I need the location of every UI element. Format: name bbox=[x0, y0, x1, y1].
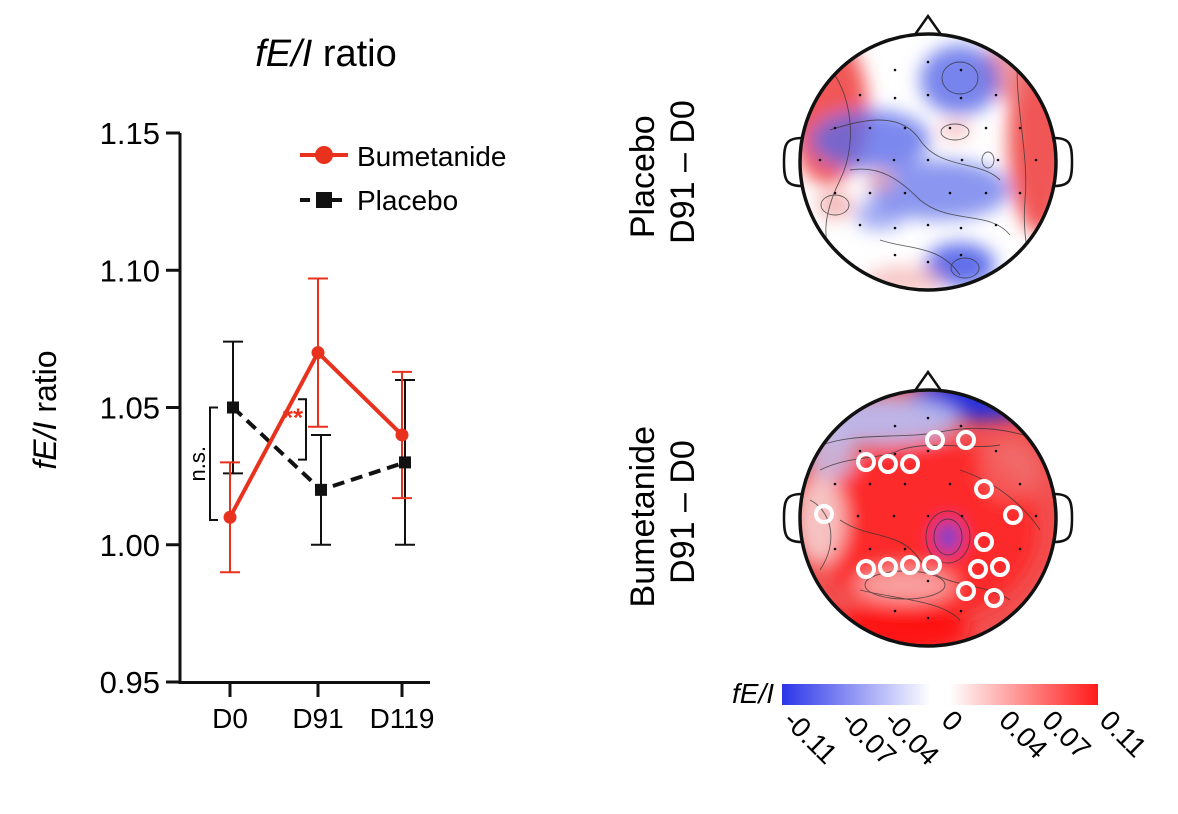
significant-electrode-marker bbox=[900, 555, 920, 575]
legend-label-bumetanide: Bumetanide bbox=[357, 141, 506, 172]
y-ticks: 0.95 1.00 1.05 1.10 1.15 bbox=[100, 116, 180, 700]
series-markers bbox=[223, 346, 411, 524]
topography-bumetanide-right-ear bbox=[1053, 492, 1074, 544]
significant-electrode-marker bbox=[1003, 505, 1023, 525]
chart-title-rest: ratio bbox=[312, 33, 396, 75]
colorbar-tick-label: 0.07 bbox=[1036, 704, 1096, 764]
chart-title: fE/I ratio bbox=[255, 33, 397, 75]
colorbar: fE/I -0.11-0.07-0.040 0.040.070.11 bbox=[732, 678, 1153, 771]
significant-electrode-marker bbox=[990, 557, 1010, 577]
topography-placebo-label-line2: D91 – D0 bbox=[664, 100, 702, 244]
chart-title-italic: fE/I bbox=[255, 33, 312, 75]
topography-placebo-label-line1: Placebo bbox=[624, 115, 662, 238]
sig-bracket bbox=[298, 398, 307, 461]
sig-label: ** bbox=[283, 403, 304, 433]
topography-placebo-right-ear bbox=[1053, 136, 1074, 188]
data-point-bumetanide bbox=[395, 428, 409, 442]
topography-placebo-left-ear bbox=[782, 136, 803, 188]
significant-electrode-marker bbox=[956, 581, 976, 601]
colorbar-tick-label: 0.11 bbox=[1094, 704, 1153, 763]
significant-electrode-marker bbox=[974, 479, 994, 499]
significant-electrode-marker bbox=[900, 454, 920, 474]
colorbar-gradient bbox=[782, 684, 1098, 705]
y-tick-label: 0.95 bbox=[100, 665, 160, 700]
ns-label: n.s. bbox=[185, 446, 210, 481]
significant-electrode-marker bbox=[856, 559, 876, 579]
annotations: n.s. ** bbox=[185, 398, 307, 522]
topography-maps: Placebo D91 – D0 bbox=[624, 13, 1153, 771]
legend: Bumetanide Placebo bbox=[300, 141, 506, 216]
data-point-placebo bbox=[399, 456, 411, 469]
topography-bumetanide: Bumetanide D91 – D0 bbox=[624, 369, 1074, 648]
legend-label-placebo: Placebo bbox=[357, 185, 458, 216]
y-tick-label: 1.05 bbox=[100, 391, 160, 426]
y-tick-label: 1.15 bbox=[100, 116, 160, 151]
significant-electrode-marker bbox=[878, 557, 898, 577]
data-point-bumetanide bbox=[311, 346, 325, 360]
colorbar-tick-label: 0 bbox=[936, 704, 969, 737]
y-axis-label-rest: ratio bbox=[27, 350, 63, 421]
y-axis-label-italic: fE/I bbox=[27, 421, 63, 469]
significant-electrode-marker bbox=[984, 588, 1004, 608]
y-tick-label: 1.00 bbox=[100, 528, 160, 563]
topography-bumetanide-label-line1: Bumetanide bbox=[624, 426, 662, 607]
data-point-placebo bbox=[227, 401, 239, 414]
significant-electrode-marker bbox=[956, 430, 976, 450]
colorbar-label: fE/I bbox=[732, 678, 774, 709]
topography-bumetanide-nose bbox=[912, 369, 944, 393]
topography-bumetanide-label-line2: D91 – D0 bbox=[664, 440, 702, 584]
significant-electrode-marker bbox=[968, 559, 988, 579]
data-point-bumetanide bbox=[223, 510, 237, 524]
significant-electrode-marker bbox=[856, 452, 876, 472]
significant-electrode-marker bbox=[878, 454, 898, 474]
significant-electrodes bbox=[814, 430, 1023, 608]
topography-placebo-nose bbox=[912, 13, 944, 37]
x-tick-label: D119 bbox=[370, 703, 435, 734]
legend-item-placebo: Placebo bbox=[300, 185, 458, 216]
colorbar-ticks: -0.11-0.07-0.040 0.040.070.11 bbox=[778, 704, 1153, 771]
significant-electrode-marker bbox=[814, 504, 834, 524]
significant-electrode-marker bbox=[922, 555, 942, 575]
y-axis-label: fE/I ratio bbox=[27, 350, 63, 469]
legend-marker-placebo bbox=[316, 192, 332, 208]
line-chart: fE/I ratio fE/I ratio 0.95 1.00 1.05 1.10 1.… bbox=[27, 33, 506, 734]
legend-marker-bumetanide bbox=[315, 146, 333, 164]
y-tick-label: 1.10 bbox=[100, 253, 160, 288]
colorbar-tick-label: -0.11 bbox=[778, 704, 844, 770]
topography-placebo-field bbox=[800, 34, 1056, 290]
x-tick-label: D0 bbox=[212, 703, 248, 734]
topography-placebo: Placebo D91 – D0 bbox=[624, 13, 1074, 292]
x-ticks: D0 D91 D119 bbox=[212, 683, 434, 734]
topography-bumetanide-left-ear bbox=[782, 492, 803, 544]
topography-placebo-outline bbox=[798, 32, 1058, 292]
topography-bumetanide-outline bbox=[798, 388, 1058, 648]
topography-bumetanide-label: Bumetanide D91 – D0 bbox=[624, 417, 702, 608]
topography-placebo-label: Placebo D91 – D0 bbox=[624, 100, 702, 244]
ns-bracket bbox=[209, 406, 218, 522]
topography-bumetanide-field bbox=[800, 390, 1056, 646]
data-point-placebo bbox=[315, 483, 327, 496]
significant-electrode-marker bbox=[974, 532, 994, 552]
significant-electrode-marker bbox=[925, 430, 945, 450]
x-tick-label: D91 bbox=[292, 703, 343, 734]
legend-item-bumetanide: Bumetanide bbox=[300, 141, 506, 172]
colorbar-tick-label: 0.04 bbox=[993, 704, 1053, 764]
